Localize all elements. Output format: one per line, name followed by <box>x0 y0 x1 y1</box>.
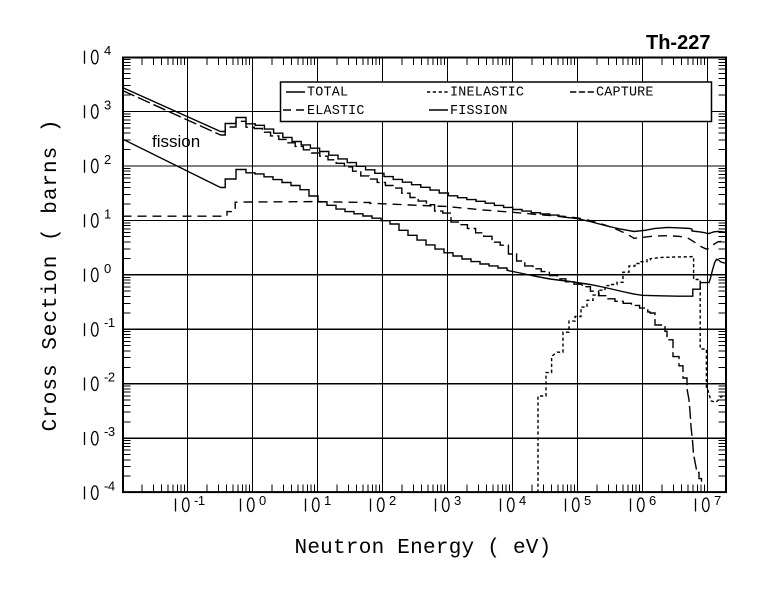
svg-text:TOTAL: TOTAL <box>307 86 348 101</box>
svg-text:6: 6 <box>649 493 656 508</box>
svg-text:3: 3 <box>104 98 111 113</box>
svg-text:1: 1 <box>324 493 331 508</box>
svg-text:1: 1 <box>104 206 111 221</box>
svg-text:4: 4 <box>519 493 526 508</box>
svg-text:5: 5 <box>584 493 591 508</box>
svg-text:2: 2 <box>389 493 396 508</box>
svg-text:INELASTIC: INELASTIC <box>450 86 524 101</box>
svg-text:0: 0 <box>259 493 266 508</box>
svg-text:Cross Section ( barns ): Cross Section ( barns ) <box>40 119 63 432</box>
svg-text:Neutron Energy ( eV): Neutron Energy ( eV) <box>294 537 551 560</box>
svg-text:-1: -1 <box>194 493 205 508</box>
svg-text:2: 2 <box>104 152 111 167</box>
svg-text:3: 3 <box>454 493 461 508</box>
svg-text:-4: -4 <box>104 479 115 494</box>
svg-text:0: 0 <box>104 261 111 276</box>
svg-text:7: 7 <box>714 493 721 508</box>
svg-text:Th-227: Th-227 <box>646 32 710 54</box>
svg-text:4: 4 <box>104 43 111 58</box>
svg-text:-2: -2 <box>104 370 115 385</box>
svg-text:ELASTIC: ELASTIC <box>307 104 365 119</box>
svg-text:fission: fission <box>152 132 200 151</box>
svg-text:-3: -3 <box>104 424 115 439</box>
svg-text:-1: -1 <box>104 315 115 330</box>
svg-text:CAPTURE: CAPTURE <box>596 86 654 101</box>
svg-text:FISSION: FISSION <box>450 104 508 119</box>
